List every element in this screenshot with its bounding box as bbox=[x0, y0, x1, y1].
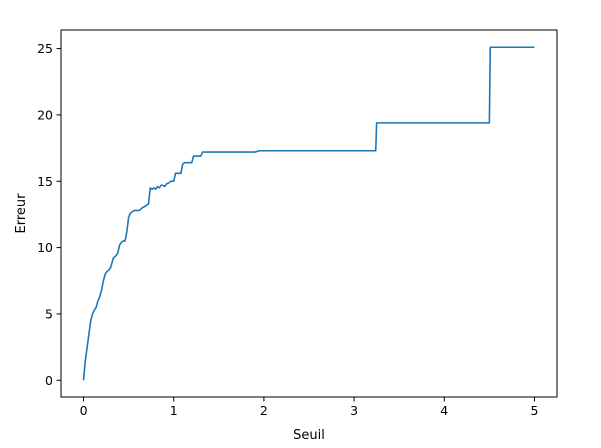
y-axis-label: Erreur bbox=[14, 193, 29, 234]
plot-area bbox=[82, 46, 535, 381]
x-tick-label: 3 bbox=[350, 403, 358, 418]
y-tick-label: 5 bbox=[45, 306, 53, 321]
y-tick-label: 10 bbox=[37, 240, 53, 255]
axes-frame bbox=[60, 29, 558, 398]
y-tick-label: 15 bbox=[37, 174, 53, 189]
y-tick-label: 25 bbox=[37, 41, 53, 56]
x-tick-label: 0 bbox=[80, 403, 88, 418]
x-tick-label: 5 bbox=[530, 403, 538, 418]
x-axis-label: Seuil bbox=[293, 428, 325, 443]
y-tick-label: 0 bbox=[45, 373, 53, 388]
series-line-1 bbox=[82, 46, 535, 381]
x-tick-label: 4 bbox=[440, 403, 448, 418]
x-tick-label: 2 bbox=[260, 403, 268, 418]
y-tick-label: 20 bbox=[37, 107, 53, 122]
axes: 0 1 2 3 4 5 0 5 10 15 20 25 bbox=[37, 29, 558, 418]
x-tick-label: 1 bbox=[170, 403, 178, 418]
